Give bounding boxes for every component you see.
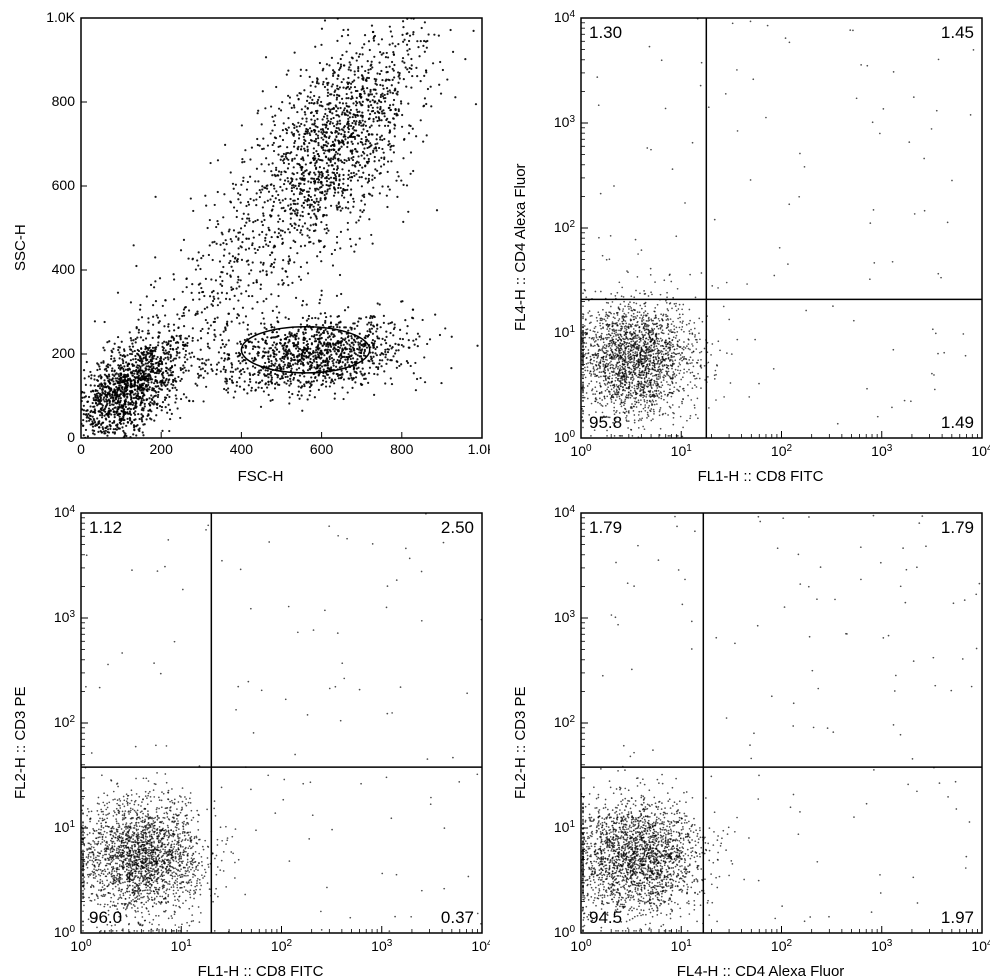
svg-text:103: 103 [554, 114, 576, 131]
svg-text:102: 102 [554, 219, 576, 236]
svg-text:0: 0 [77, 441, 85, 457]
svg-text:400: 400 [230, 441, 254, 457]
svg-text:100: 100 [570, 443, 592, 460]
xlabel-C: FL1-H :: CD8 FITC [31, 961, 490, 980]
svg-text:200: 200 [150, 441, 174, 457]
plot-B: 1001001011011021021031031041041.301.4595… [531, 10, 990, 466]
panel-B: FL4-H :: CD4 Alexa Fluor 100100101101102… [510, 10, 990, 485]
plot-C: 1001001011011021021031031041041.122.5096… [31, 505, 490, 961]
ylabel-A: SSC-H [10, 10, 31, 485]
panel-A: SSC-H 0 200 400 600 800 1.0K 0 200 400 600 800 1.0K… [10, 10, 490, 485]
svg-text:600: 600 [52, 177, 76, 193]
svg-text:104: 104 [554, 10, 576, 25]
plot-D: 1001001011011021021031031041041.791.7994… [531, 505, 990, 961]
svg-text:400: 400 [52, 261, 76, 277]
ylabel-C: FL2-H :: CD3 PE [10, 505, 31, 980]
xlabel-B: FL1-H :: CD8 FITC [531, 466, 990, 485]
panel-D: FL2-H :: CD3 PE 100100101101102102103103… [510, 505, 990, 980]
xlabel-A: FSC-H [31, 466, 490, 485]
plot-A: 0 200 400 600 800 1.0K 0 200 400 600 800 1.0K [31, 10, 490, 466]
svg-text:0: 0 [67, 429, 75, 445]
svg-text:200: 200 [52, 345, 76, 361]
ylabel-B: FL4-H :: CD4 Alexa Fluor [510, 10, 531, 485]
svg-text:101: 101 [554, 324, 576, 341]
xlabel-D: FL4-H :: CD4 Alexa Fluor [531, 961, 990, 980]
svg-text:104: 104 [971, 443, 990, 460]
ylabel-D: FL2-H :: CD3 PE [510, 505, 531, 980]
panel-C: FL2-H :: CD3 PE 100100101101102102103103… [10, 505, 490, 980]
svg-text:103: 103 [871, 443, 893, 460]
svg-text:1.0K: 1.0K [468, 441, 490, 457]
svg-text:101: 101 [671, 443, 693, 460]
svg-text:1.0K: 1.0K [46, 10, 75, 25]
svg-text:600: 600 [310, 441, 334, 457]
figure-grid: SSC-H 0 200 400 600 800 1.0K 0 200 400 600 800 1.0K… [0, 0, 1000, 980]
svg-text:800: 800 [390, 441, 414, 457]
svg-text:800: 800 [52, 93, 76, 109]
svg-text:102: 102 [771, 443, 793, 460]
